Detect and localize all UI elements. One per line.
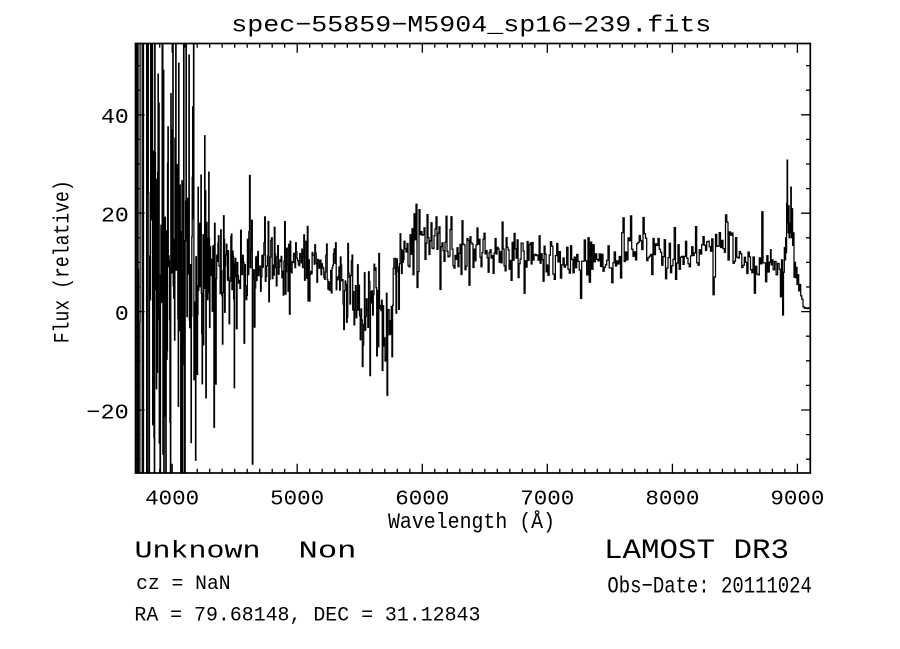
svg-text:Unknown: Unknown xyxy=(135,539,261,566)
svg-text:Flux (relative): Flux (relative) xyxy=(50,180,76,343)
svg-text:LAMOST DR3: LAMOST DR3 xyxy=(604,536,789,567)
svg-text:Non: Non xyxy=(299,539,357,566)
svg-text:8000: 8000 xyxy=(645,488,699,512)
svg-text:7000: 7000 xyxy=(520,488,574,512)
svg-text:5000: 5000 xyxy=(270,488,324,512)
svg-text:RA = 79.68148, DEC = 31.1284: RA = 79.68148, DEC = 31.12843 xyxy=(134,604,480,627)
svg-text:Obs−Date: 20111024: Obs−Date: 20111024 xyxy=(607,574,812,600)
svg-text:40: 40 xyxy=(101,106,129,130)
svg-text:4000: 4000 xyxy=(145,488,199,512)
svg-text:20: 20 xyxy=(101,205,129,229)
svg-text:Wavelength (Å): Wavelength (Å) xyxy=(388,509,555,535)
svg-text:spec−55859−M5904_sp16−239.fits: spec−55859−M5904_sp16−239.fits xyxy=(231,12,711,39)
svg-text:0: 0 xyxy=(115,303,129,327)
svg-text:−20: −20 xyxy=(86,401,128,425)
svg-text:cz = NaN: cz = NaN xyxy=(136,573,231,596)
svg-text:9000: 9000 xyxy=(770,488,824,512)
svg-text:6000: 6000 xyxy=(395,488,449,512)
